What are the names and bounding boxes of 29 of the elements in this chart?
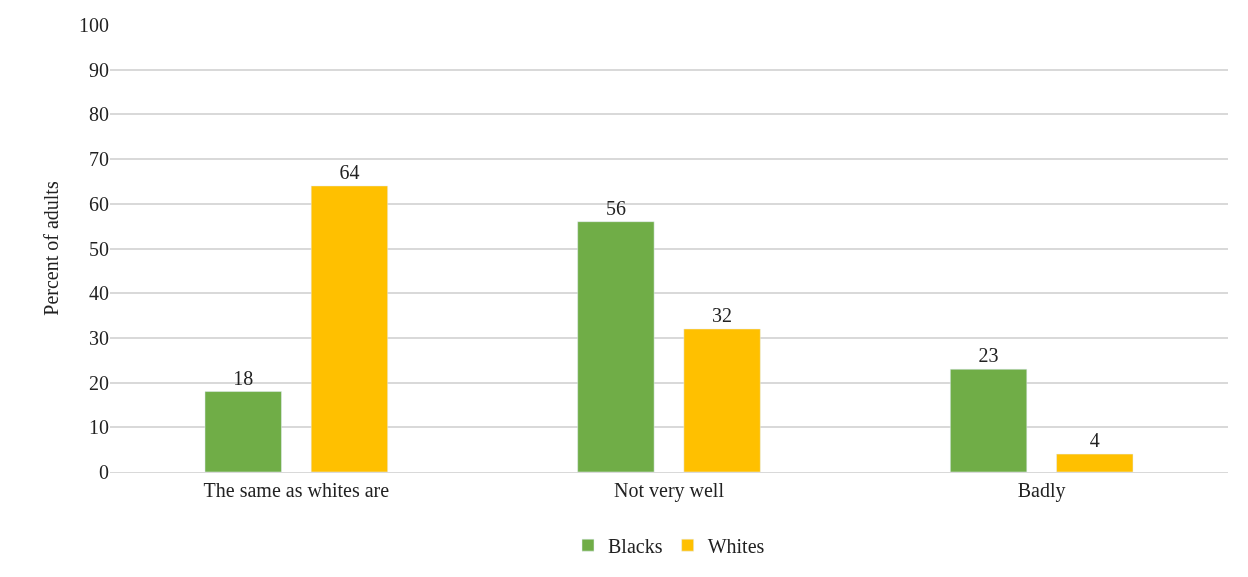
x-tick-label: The same as whites are	[203, 479, 390, 501]
bar	[577, 221, 655, 472]
y-tick-label: 50	[89, 237, 109, 260]
bar	[204, 391, 282, 472]
data-label: 23	[978, 344, 999, 367]
data-label: 18	[233, 366, 254, 389]
y-tick-label: 0	[99, 461, 109, 483]
bar	[950, 368, 1028, 472]
y-tick-label: 30	[89, 326, 109, 349]
bar	[683, 328, 761, 472]
data-label: 64	[339, 160, 360, 183]
x-tick-label: Not very well	[614, 479, 725, 502]
bar	[310, 185, 388, 472]
y-tick-label: 60	[89, 192, 109, 215]
y-axis-title: Percent of adults	[39, 181, 62, 316]
y-tick-label: 40	[89, 282, 109, 305]
bar	[1056, 453, 1134, 472]
data-label: 56	[605, 196, 626, 219]
legend-label: Whites	[707, 534, 765, 557]
data-label: 32	[712, 303, 733, 326]
legend-label: Blacks	[608, 534, 663, 557]
y-tick-label: 70	[89, 148, 109, 171]
data-label: 4	[1089, 429, 1100, 452]
x-tick-label: Badly	[1017, 479, 1066, 502]
y-tick-label: 90	[89, 58, 109, 81]
y-tick-label: 100	[79, 14, 109, 36]
y-tick-label: 20	[89, 371, 109, 394]
y-tick-label: 10	[89, 416, 109, 439]
y-tick-label: 80	[89, 103, 109, 126]
